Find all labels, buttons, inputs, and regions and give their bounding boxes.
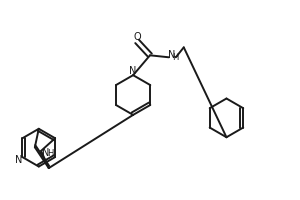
Text: N: N [168, 50, 175, 60]
Text: H: H [172, 53, 178, 62]
Text: N: N [42, 148, 50, 158]
Text: N: N [129, 66, 137, 76]
Text: H: H [47, 149, 53, 158]
Text: N: N [15, 155, 22, 165]
Text: O: O [133, 32, 141, 42]
